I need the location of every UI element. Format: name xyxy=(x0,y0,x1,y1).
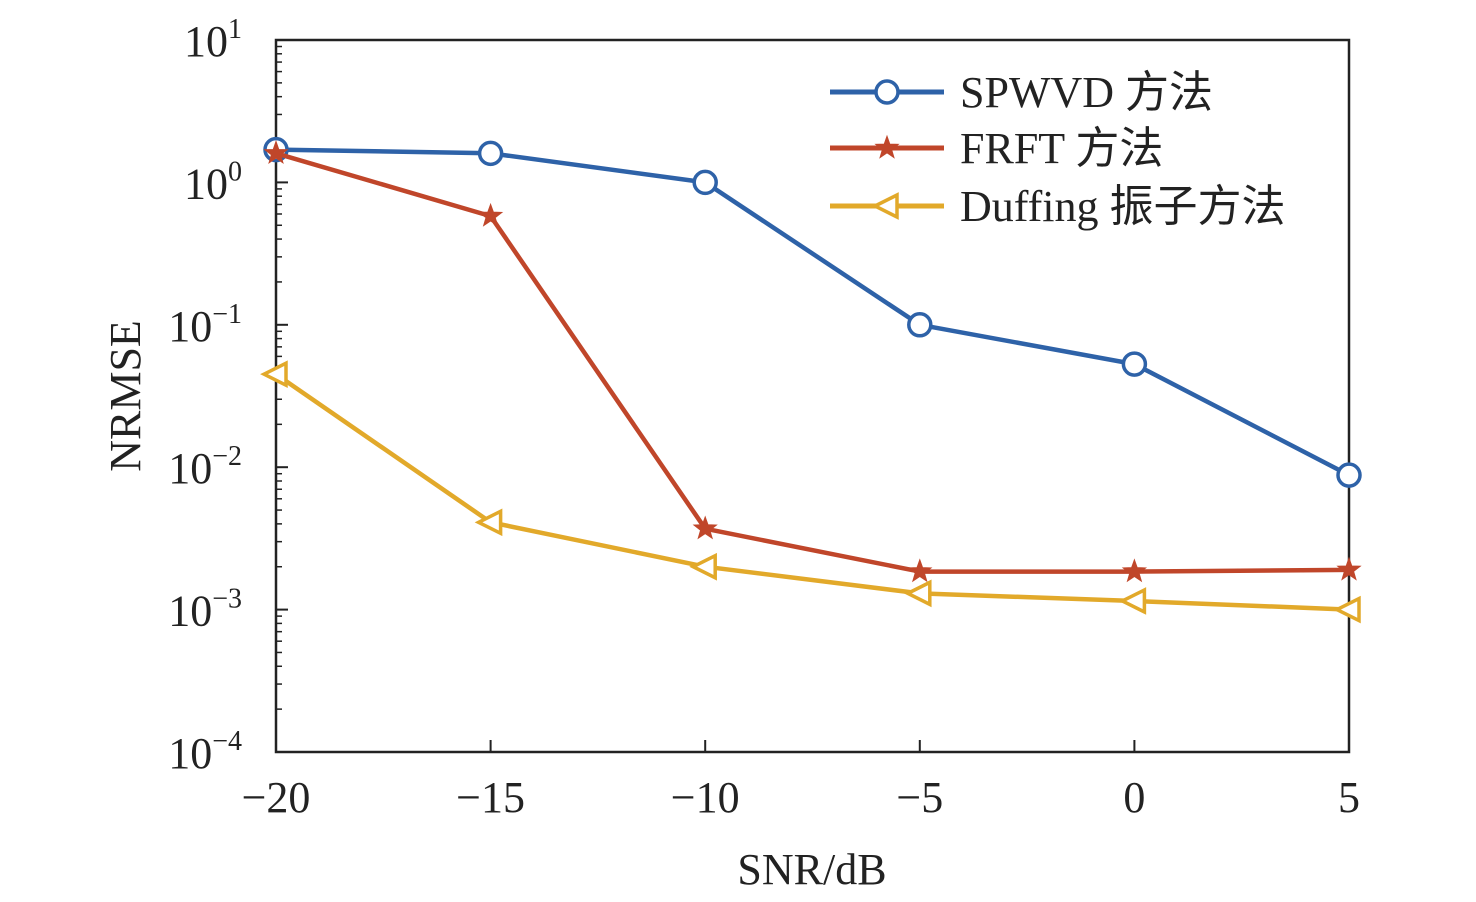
legend-marker xyxy=(874,79,900,105)
y-tick-label: 101 xyxy=(184,14,242,66)
legend-label: FRFT 方法 xyxy=(960,124,1163,173)
x-tick-label: −15 xyxy=(456,773,525,822)
data-point xyxy=(1336,462,1362,488)
legend-label: SPWVD 方法 xyxy=(960,68,1213,117)
series-0 xyxy=(263,136,1362,488)
data-point xyxy=(692,169,718,196)
y-tick-label: 10−2 xyxy=(168,441,242,493)
series-line xyxy=(275,147,1351,478)
series-line xyxy=(274,372,1350,612)
series-2 xyxy=(260,360,1361,624)
legend-marker xyxy=(871,192,899,220)
legend-entry: Duffing 振子方法 xyxy=(830,182,1286,231)
data-point xyxy=(907,312,933,338)
x-tick-label: 5 xyxy=(1338,773,1360,822)
series-layer xyxy=(260,136,1362,624)
data-point xyxy=(1121,351,1148,377)
x-tick-label: −5 xyxy=(896,773,943,822)
data-point xyxy=(1333,595,1361,624)
data-point xyxy=(907,558,933,583)
axes-frame xyxy=(274,38,1351,754)
data-point xyxy=(903,579,932,608)
legend-label: Duffing 振子方法 xyxy=(960,182,1286,231)
data-point xyxy=(263,140,289,164)
x-tick-label: −10 xyxy=(671,773,740,822)
x-tick-label: 0 xyxy=(1123,773,1145,822)
y-tick-label: 10−1 xyxy=(168,299,242,351)
y-axis-title: NRMSE xyxy=(101,320,150,472)
y-tick-label: 10−4 xyxy=(168,726,242,778)
y-tick-label: 100 xyxy=(184,156,242,208)
data-point xyxy=(1121,558,1148,583)
x-axis-title: SNR/dB xyxy=(737,845,886,894)
data-point xyxy=(474,508,503,537)
data-point xyxy=(689,552,717,581)
series-line xyxy=(275,151,1350,574)
data-point xyxy=(477,140,504,167)
data-point xyxy=(1118,587,1147,615)
series-1 xyxy=(263,140,1362,583)
y-tick-label: 10−3 xyxy=(168,584,242,636)
data-point xyxy=(260,360,288,389)
data-point xyxy=(1336,556,1362,581)
plot-area: −20 −15 −10 −5 0 5 10−4 10−3 10−2 10−1 100 101 xyxy=(168,14,1360,822)
legend-entry: SPWVD 方法 xyxy=(830,68,1213,117)
legend: SPWVD 方法 FRFT 方法 Duffing 振子方法 xyxy=(830,68,1286,231)
data-point xyxy=(692,515,718,540)
x-tick-label: −20 xyxy=(242,773,311,822)
legend-entry: FRFT 方法 xyxy=(830,124,1163,173)
legend-marker xyxy=(874,134,900,159)
data-point xyxy=(478,202,504,227)
